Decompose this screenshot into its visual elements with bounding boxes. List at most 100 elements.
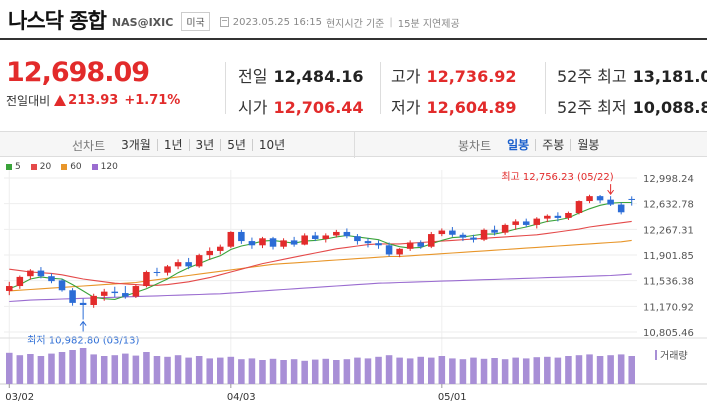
toolbar-divider (354, 132, 355, 158)
candle-body (227, 231, 235, 247)
header: 나스닥 종합 NAS@IXIC 미국 2023.05.25 16:15 현지시간… (8, 6, 699, 34)
candle-body (132, 286, 140, 297)
line-chart-label[interactable]: 선차트 (72, 138, 106, 153)
candle-body (375, 243, 382, 246)
monthly-candle-button[interactable]: 월봉 (570, 139, 605, 151)
volume-bar (259, 360, 266, 384)
x-tick-label: 03/02 (5, 392, 34, 403)
bar-chart-label[interactable]: 봉차트 (458, 138, 492, 153)
calendar-icon (219, 16, 229, 27)
volume-bar (586, 354, 593, 384)
volume-bar (364, 358, 372, 384)
candle-body (459, 234, 467, 238)
candle-body (37, 270, 45, 277)
period-3m-button[interactable]: 3개월 (121, 138, 151, 152)
volume-bar (491, 358, 498, 384)
volume-bar (164, 356, 171, 384)
candle-body (343, 231, 351, 237)
period-1y-button[interactable]: 1년 (156, 139, 189, 151)
stat-open: 시가 12,706.44 (238, 94, 364, 118)
candle-body (596, 196, 604, 201)
high-arrow-icon (607, 184, 615, 195)
volume-bar (617, 354, 625, 384)
volume-legend-swatch (655, 350, 657, 360)
period-5y-button[interactable]: 5년 (220, 139, 252, 151)
candle-body (69, 290, 76, 303)
volume-bar (48, 353, 55, 384)
weekly-candle-button[interactable]: 주봉 (535, 139, 570, 151)
candle-body (100, 291, 108, 296)
volume-bar (269, 358, 277, 384)
y-tick-label: 11,170.92 (643, 302, 694, 313)
volume-bar (69, 350, 76, 384)
volume-bar (185, 357, 192, 384)
stat-label: 전일 (238, 67, 268, 86)
header-divider (0, 38, 707, 40)
candle-body (364, 241, 372, 244)
candle-body (417, 242, 424, 247)
candle-body (164, 266, 171, 273)
volume-bar (333, 360, 340, 384)
ma20-line (9, 220, 632, 286)
candle-body (16, 276, 24, 287)
volume-bar (544, 356, 551, 384)
candle-body (480, 229, 488, 240)
candle-body (501, 224, 509, 233)
stat-label: 고가 (391, 67, 421, 86)
volume-bar (607, 355, 614, 384)
stat-prev-close: 전일 12,484.16 (238, 63, 364, 87)
period-10y-button[interactable]: 10년 (251, 139, 291, 151)
stat-label: 52주 최저 (557, 98, 627, 117)
candle-body (449, 230, 456, 235)
candle-body (428, 234, 435, 247)
legend-label: 120 (100, 162, 118, 172)
candle-body (122, 293, 129, 297)
ma120-line (9, 273, 632, 303)
market-badge: 미국 (181, 12, 210, 31)
price-chart[interactable]: 12,998.24 12,632.78 12,267.31 11,901.85 11,5… (0, 160, 707, 408)
volume-bar (565, 356, 572, 384)
price-block: 12,698.09 전일대비 213.93 +1.71% (6, 58, 180, 109)
separator: | (389, 16, 393, 28)
volume-bar (301, 360, 308, 384)
volume-bar (6, 352, 13, 384)
legend-label: 20 (39, 162, 52, 172)
bar-chart-group: 봉차트 일봉 주봉 월봉 (458, 132, 605, 158)
candle-body (512, 221, 519, 225)
candle-body (322, 235, 330, 239)
candle-body (522, 221, 530, 225)
volume-bar (480, 358, 488, 384)
volume-bar (417, 356, 424, 384)
daily-candle-button[interactable]: 일봉 (507, 138, 530, 152)
candle-body (90, 295, 97, 305)
candle-body (248, 241, 256, 246)
period-3y-button[interactable]: 3년 (188, 139, 221, 151)
stats-divider (380, 62, 381, 114)
candle-body (6, 286, 13, 291)
volume-bar (58, 352, 66, 384)
volume-bar (449, 358, 456, 384)
ma-legend: 5 20 60 120 (6, 162, 128, 172)
candle-body (470, 237, 477, 240)
volume-bar (512, 357, 519, 384)
candle-body (491, 229, 498, 233)
candle-body (143, 271, 150, 287)
time-note: 현지시간 기준 (325, 18, 385, 30)
legend-ma120: 120 (91, 162, 118, 172)
stat-value: 10,088.83 (632, 98, 707, 117)
candle-body (280, 240, 287, 247)
volume-bar (428, 357, 435, 384)
legend-swatch (30, 164, 37, 170)
candle-body (544, 215, 551, 219)
volume-bar (343, 359, 351, 384)
volume-bar (575, 355, 583, 384)
candle-body (607, 199, 614, 205)
legend-swatch (61, 164, 68, 170)
volume-bar (459, 359, 467, 384)
volume-bar (206, 358, 213, 384)
stat-low: 저가 12,604.89 (391, 94, 517, 118)
stat-label: 52주 최고 (557, 67, 627, 86)
change-row: 전일대비 213.93 +1.71% (6, 92, 180, 109)
volume-bar (354, 357, 361, 384)
candle-body (333, 231, 340, 236)
